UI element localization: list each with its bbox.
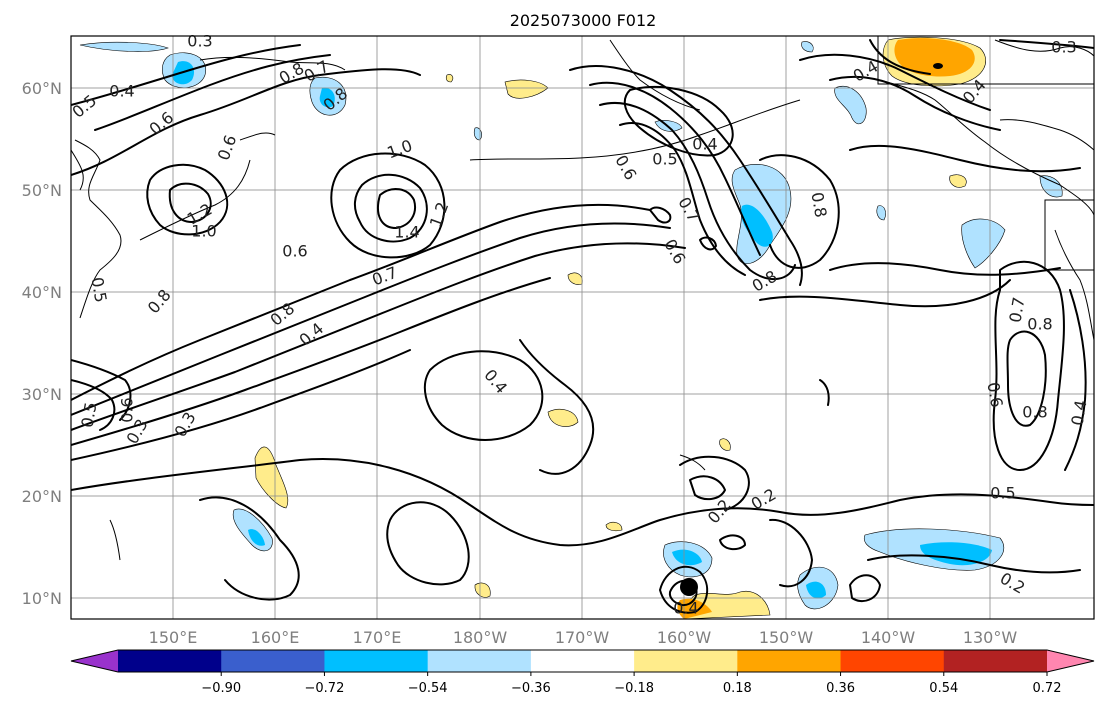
colorbar-tick-label: −0.72 — [305, 681, 345, 696]
colorbar-swatch — [737, 650, 842, 672]
shade-yellow — [547, 409, 579, 427]
longitude-label: 160°E — [251, 628, 300, 647]
colorbar-swatch — [840, 650, 945, 672]
plot-frame — [70, 35, 1095, 620]
colorbar-tick-label: 0.36 — [826, 681, 855, 696]
coastlines — [71, 39, 1094, 561]
colorbar-tick-label: −0.54 — [408, 681, 448, 696]
shade-blue — [920, 542, 992, 566]
shade-blue — [248, 529, 265, 546]
colorbar-outline — [70, 649, 1095, 673]
shade-light-blue — [801, 41, 814, 53]
longitude-labels: 150°E 160°E 170°E 180°W 170°W 160°W 150°W 140°W… — [149, 628, 1018, 647]
colorbar-swatch — [634, 650, 738, 672]
colorbar-tick-label: −0.36 — [511, 681, 551, 696]
shade-yellow — [254, 446, 289, 509]
contour-label: 0.4 — [692, 135, 717, 154]
contour-label: 0.5 — [990, 484, 1015, 503]
contour-label: 0.5 — [87, 276, 110, 304]
colorbar-tick-label: −0.18 — [614, 681, 654, 696]
longitude-label: 140°W — [861, 628, 916, 647]
latitude-label: 60°N — [22, 79, 62, 98]
colorbar-swatch — [427, 650, 532, 672]
latitude-labels: 60°N 50°N 40°N 30°N 20°N 10°N — [22, 79, 62, 608]
longitude-label: 130°W — [963, 628, 1018, 647]
map-plot-area — [71, 36, 1094, 619]
longitude-label: 180°W — [453, 628, 508, 647]
inset-boxes — [877, 36, 1094, 271]
latitude-label: 20°N — [22, 487, 62, 506]
longitude-label: 160°W — [657, 628, 712, 647]
high-center-marker — [933, 63, 943, 69]
colorbar-tick-label: 0.72 — [1033, 681, 1062, 696]
shade-blue — [741, 204, 773, 247]
contour-label: 0.4 — [673, 599, 698, 618]
contour-label: 0.5 — [77, 401, 100, 429]
contour-label: 0.6 — [118, 397, 137, 422]
shade-light-blue — [1039, 175, 1063, 198]
colorbar-swatch — [943, 650, 1048, 672]
shade-light-blue — [834, 86, 867, 125]
contour-label: 0.3 — [187, 32, 212, 51]
shade-light-blue — [79, 41, 169, 52]
contour-label: 0.8 — [1022, 403, 1047, 422]
shade-yellow — [474, 582, 491, 598]
shade-blue — [672, 549, 702, 566]
low-center-marker — [680, 578, 698, 596]
contour-label: 0.6 — [282, 242, 307, 261]
colorbar: −0.90 −0.72 −0.54 −0.36 −0.18 0.18 0.36 0.54 0.7… — [70, 649, 1095, 696]
shade-blue — [319, 87, 335, 108]
latitude-label: 30°N — [22, 385, 62, 404]
colorbar-swatch — [221, 650, 325, 672]
longitude-label: 150°W — [759, 628, 814, 647]
colorbar-swatch — [118, 650, 222, 672]
contour-label: 1.0 — [191, 222, 216, 241]
graticule — [71, 36, 1094, 619]
shade-light-blue — [876, 205, 886, 221]
colorbar-tick-label: 0.54 — [929, 681, 958, 696]
colorbar-tick-label: −0.90 — [201, 681, 241, 696]
contour-label: 0.4 — [109, 82, 134, 101]
contour-label: 1.4 — [394, 223, 419, 242]
colorbar-swatch — [530, 650, 635, 672]
colorbar-extend-low — [71, 650, 118, 672]
shade-orange — [894, 38, 975, 77]
contour-label: 0.4 — [1067, 399, 1090, 427]
longitude-label: 170°W — [555, 628, 610, 647]
colorbar-tick-label: 0.18 — [723, 681, 752, 696]
colorbar-extend-high — [1047, 650, 1094, 672]
shade-blue — [806, 581, 826, 599]
longitude-label: 150°E — [149, 628, 198, 647]
shade-yellow — [949, 174, 967, 188]
contour-label: 0.8 — [807, 191, 830, 219]
shaded-regions — [79, 36, 1063, 619]
shade-yellow — [445, 74, 454, 83]
isolines — [71, 39, 1094, 614]
contour-label: 0.6 — [983, 381, 1006, 409]
shade-yellow — [605, 521, 623, 532]
contour-label: 0.5 — [652, 150, 677, 169]
map-title: 2025073000 F012 — [510, 11, 657, 30]
latitude-label: 10°N — [22, 589, 62, 608]
latitude-label: 50°N — [22, 181, 62, 200]
contour-label: 0.7 — [1005, 296, 1028, 324]
latitude-label: 40°N — [22, 283, 62, 302]
shade-yellow — [719, 438, 731, 451]
colorbar-swatch — [324, 650, 429, 672]
contour-label: 0.8 — [1027, 315, 1052, 334]
shade-light-blue — [961, 218, 1006, 269]
contour-label: 0.3 — [1051, 38, 1076, 57]
longitude-label: 170°E — [353, 628, 402, 647]
